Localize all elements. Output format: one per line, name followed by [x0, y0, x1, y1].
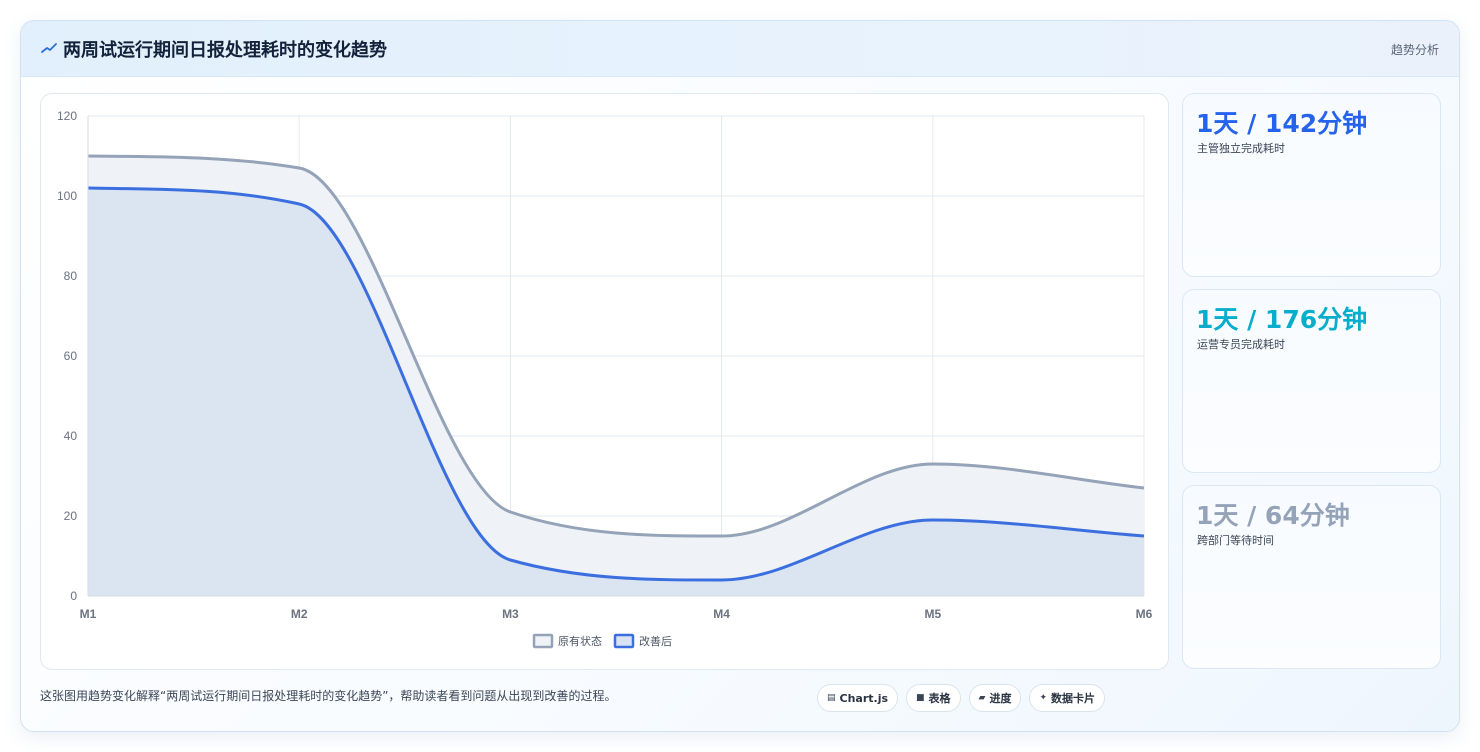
x-tick-label: M4 [713, 607, 730, 621]
chart-icon: ▤ [827, 693, 836, 703]
progress-icon: ▰ [978, 693, 986, 703]
chip-chartjs[interactable]: ▤ Chart.js [817, 684, 899, 712]
header-badge: 趋势分析 [1390, 43, 1439, 57]
chart-caption: 这张图用趋势变化解释“两周试运行期间日报处理耗时的变化趋势”，帮助读者看到问题从… [40, 689, 617, 703]
x-tick-label: M6 [1136, 607, 1153, 621]
chip-label: Chart.js [839, 691, 889, 705]
kpi-label: 运营专员完成耗时 [1197, 338, 1285, 351]
kpi-label: 跨部门等待时间 [1197, 534, 1274, 547]
chart-card: 两周试运行期间日报处理耗时的变化趋势 趋势分析 0 20 40 60 80 100 120 M… [20, 20, 1460, 732]
y-tick-label: 0 [70, 589, 77, 603]
chip-table[interactable]: ■ 表格 [906, 684, 961, 712]
chip-data-cards[interactable]: ✦ 数据卡片 [1029, 684, 1106, 712]
kpi-label: 主管独立完成耗时 [1197, 142, 1285, 155]
kpi-value: 1天 / 142分钟 [1196, 109, 1368, 138]
card-header: 两周试运行期间日报处理耗时的变化趋势 趋势分析 [21, 21, 1459, 77]
y-tick-label: 100 [57, 189, 77, 203]
chip-progress[interactable]: ▰ 进度 [968, 684, 1022, 712]
kpi-card-supervisor: 1天 / 142分钟 主管独立完成耗时 [1182, 93, 1441, 277]
x-tick-label: M2 [291, 607, 308, 621]
kpi-value: 1天 / 64分钟 [1196, 501, 1350, 530]
series-line-2 [87, 186, 1145, 582]
legend-label-1: 原有状态 [558, 634, 602, 648]
series-line-1 [87, 154, 1145, 538]
chart-panel: 0 20 40 60 80 100 120 M1 M2 M3 M4 M5 M6 原有状态 改善后 [40, 93, 1169, 670]
x-tick-label: M3 [502, 607, 519, 621]
y-tick-label: 80 [64, 269, 78, 283]
legend-swatch-2 [613, 633, 635, 649]
series-area-2 [88, 188, 1144, 596]
legend-label-2: 改善后 [639, 634, 672, 648]
tech-chips: ▤ Chart.js ■ 表格 ▰ 进度 ✦ 数据卡片 [817, 684, 1106, 712]
area-chart: 0 20 40 60 80 100 120 M1 M2 M3 M4 M5 M6 原有状态 改善后 [57, 109, 1153, 649]
x-tick-label: M5 [924, 607, 941, 621]
legend-swatch-1 [532, 633, 554, 649]
y-tick-label: 60 [64, 349, 78, 363]
kpi-card-operator: 1天 / 176分钟 运营专员完成耗时 [1182, 289, 1441, 473]
trend-line-icon [41, 43, 57, 53]
chip-label: 表格 [928, 692, 951, 705]
kpi-value: 1天 / 176分钟 [1196, 305, 1368, 334]
table-icon: ■ [916, 693, 925, 703]
page-title: 两周试运行期间日报处理耗时的变化趋势 [63, 40, 387, 61]
chip-label: 进度 [989, 692, 1012, 705]
chip-label: 数据卡片 [1051, 692, 1096, 705]
kpi-card-waiting: 1天 / 64分钟 跨部门等待时间 [1182, 485, 1441, 669]
y-tick-label: 40 [64, 429, 78, 443]
y-tick-label: 20 [64, 509, 78, 523]
sparkle-icon: ✦ [1039, 693, 1048, 703]
x-tick-label: M1 [80, 607, 97, 621]
y-tick-label: 120 [57, 109, 77, 123]
